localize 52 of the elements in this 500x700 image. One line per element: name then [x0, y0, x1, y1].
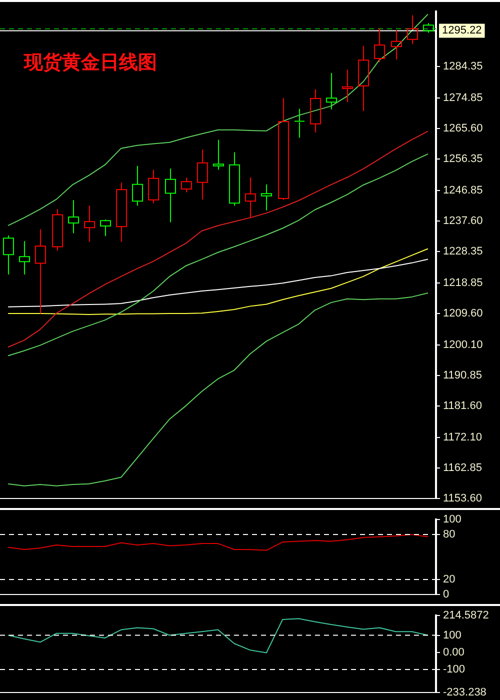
y-tick-label: 1209.60 [443, 307, 483, 320]
y-tick-label: 1274.85 [443, 92, 483, 104]
y-tick-label: 1190.85 [443, 369, 482, 382]
candlestick [68, 200, 79, 234]
candlestick [245, 176, 256, 218]
candlestick [278, 98, 289, 200]
candlestick [100, 219, 111, 237]
candlestick [407, 14, 418, 44]
candlestick [116, 182, 127, 242]
y-tick-label: 1246.85 [443, 184, 483, 196]
candlestick [181, 177, 192, 193]
y-tick-label: 0.00 [443, 646, 464, 658]
candlestick [294, 108, 305, 138]
candlestick [374, 28, 385, 63]
candlestick [84, 205, 95, 242]
y-tick-label: -100 [443, 664, 466, 676]
candlestick [358, 45, 369, 112]
candlestick [165, 168, 176, 223]
text: 现货黄金日线图 [23, 52, 157, 74]
y-tick-label: 1200.10 [443, 338, 483, 351]
candlestick [261, 184, 272, 211]
candlestick [35, 228, 46, 314]
y-tick-label: 1228.35 [443, 246, 483, 258]
ref-line-label: 1295.22 [442, 24, 482, 37]
candlestick [229, 152, 240, 206]
y-tick-label: 1162.85 [443, 462, 482, 474]
candlestick [197, 149, 208, 200]
candlestick [52, 208, 63, 252]
candlestick [310, 88, 321, 133]
candlestick [148, 169, 159, 204]
candlestick [132, 165, 143, 206]
y-tick-label: 100 [443, 629, 462, 642]
y-tick-label: 80 [443, 528, 456, 541]
candlestick [391, 30, 402, 60]
y-tick-label: 1181.60 [443, 400, 482, 412]
y-tick-label: 1284.35 [443, 60, 483, 73]
y-tick-label: 1256.35 [443, 153, 483, 166]
candlestick [213, 139, 224, 170]
candlestick [3, 235, 14, 275]
candlestick [342, 69, 353, 103]
candlestick [326, 72, 337, 110]
y-tick-label: 1237.60 [443, 215, 483, 228]
y-tick-label: 1153.60 [443, 492, 482, 504]
y-tick-label: 20 [443, 573, 456, 586]
y-tick-label: 1172.10 [443, 431, 482, 444]
y-tick-label: 214.5872 [443, 610, 489, 622]
y-tick-label: -233.238 [443, 686, 486, 698]
candlestick [19, 240, 30, 275]
y-tick-label: 1218.85 [443, 276, 483, 289]
y-tick-label: 0 [443, 588, 450, 600]
y-tick-label: 100 [443, 514, 462, 526]
y-tick-label: 1265.60 [443, 122, 483, 135]
